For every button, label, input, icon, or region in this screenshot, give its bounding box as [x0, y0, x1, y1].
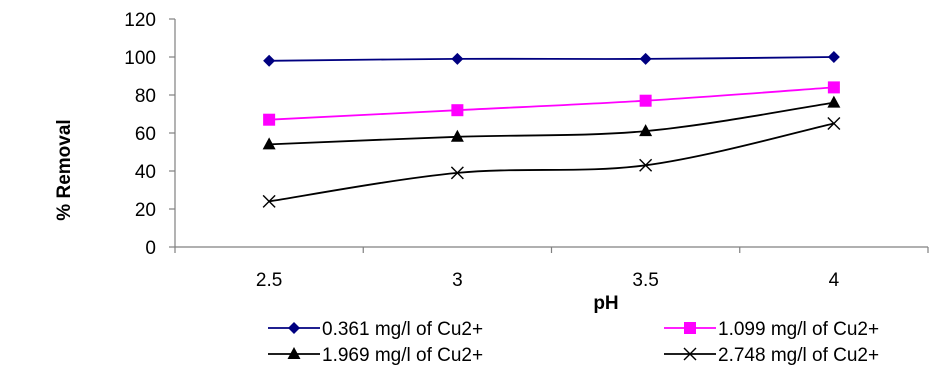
data-point [262, 194, 276, 208]
data-point [684, 322, 696, 334]
y-tick-label: 0 [145, 238, 156, 259]
series-4 [262, 117, 841, 208]
series-1 [263, 51, 840, 67]
legend-item: 1.099 mg/l of Cu2+ [664, 319, 879, 340]
data-point [450, 166, 464, 180]
data-point [639, 52, 652, 65]
data-point [288, 322, 300, 334]
y-tick-label: 60 [135, 124, 156, 145]
series-line [269, 56, 834, 62]
data-point [451, 104, 464, 117]
y-tick-label: 80 [135, 86, 156, 107]
y-tick-label: 120 [124, 10, 156, 31]
data-point [451, 52, 464, 65]
series-line [268, 122, 835, 203]
legend: 0.361 mg/l of Cu2+ 1.099 mg/l of Cu2+ 1.96… [268, 319, 879, 366]
data-point [827, 81, 840, 94]
legend-label: 1.969 mg/l of Cu2+ [322, 345, 483, 366]
data-point [683, 347, 697, 361]
x-tick-label: 4 [829, 270, 840, 291]
series-layer [262, 51, 841, 208]
x-tick-label: 3 [452, 270, 463, 291]
data-point [827, 117, 841, 130]
y-tick-label: 20 [135, 200, 156, 221]
series-2 [263, 81, 840, 126]
data-point [450, 129, 464, 142]
data-point [262, 137, 276, 150]
x-tick-label: 3.5 [632, 270, 658, 291]
data-point [827, 51, 840, 63]
data-point [639, 124, 653, 137]
series-3 [262, 95, 841, 150]
data-point [263, 113, 276, 126]
legend-label: 0.361 mg/l of Cu2+ [322, 319, 483, 340]
legend-item: 2.748 mg/l of Cu2+ [664, 345, 879, 366]
legend-label: 1.099 mg/l of Cu2+ [718, 319, 879, 340]
legend-label: 2.748 mg/l of Cu2+ [718, 345, 879, 366]
series-line [269, 86, 834, 121]
x-axis: 2.5 3 3.5 4 [174, 246, 929, 291]
x-axis-title: pH [593, 293, 618, 314]
y-axis: 0 20 40 60 80 100 120 [124, 10, 176, 259]
data-point [827, 95, 841, 108]
data-point [263, 54, 276, 67]
legend-item: 1.969 mg/l of Cu2+ [268, 345, 483, 366]
data-point [287, 347, 301, 359]
legend-item: 0.361 mg/l of Cu2+ [268, 319, 483, 340]
x-tick-label: 2.5 [256, 270, 282, 291]
y-tick-label: 100 [124, 48, 156, 69]
y-tick-label: 40 [135, 162, 156, 183]
y-axis-title: % Removal [54, 119, 75, 220]
data-point [639, 94, 652, 107]
series-line [269, 101, 835, 146]
data-point [639, 158, 653, 172]
